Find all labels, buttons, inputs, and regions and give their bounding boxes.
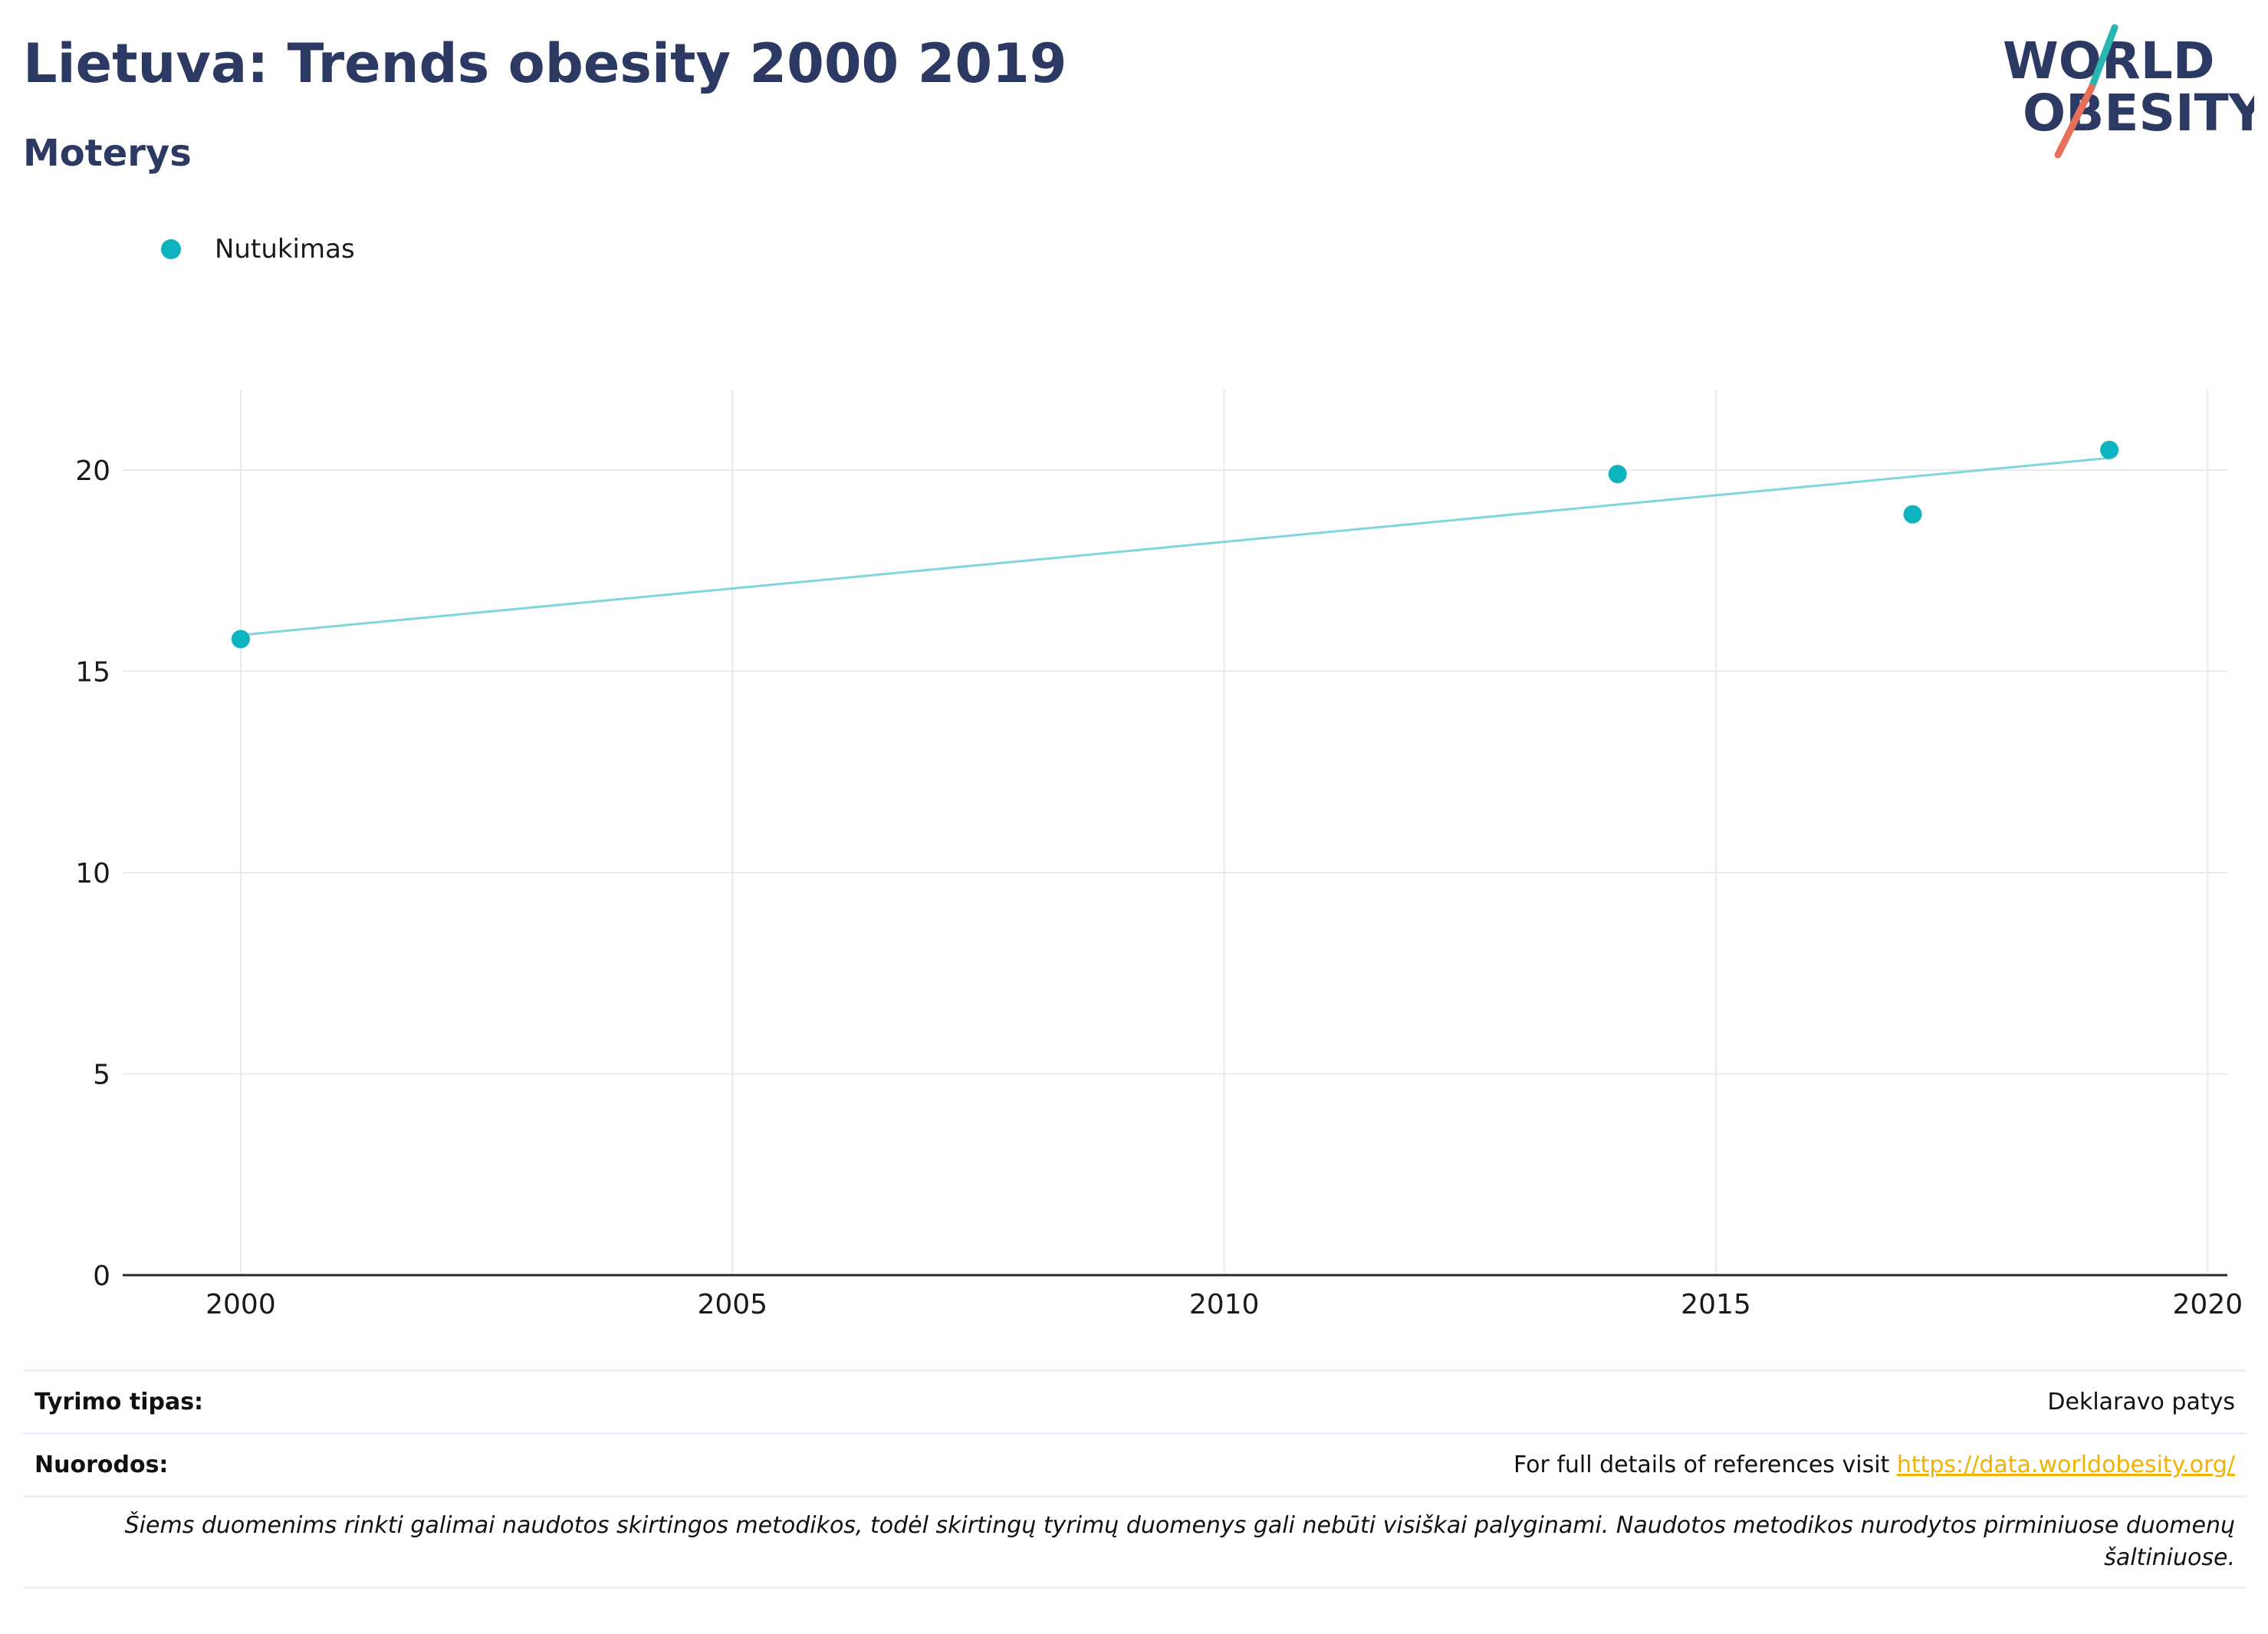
- references-link[interactable]: https://data.worldobesity.org/: [1896, 1452, 2235, 1478]
- y-tick-label: 5: [93, 1060, 110, 1091]
- survey-type-row: Tyrimo tipas: Deklaravo patys: [23, 1369, 2247, 1432]
- data-point: [1903, 505, 1922, 524]
- logo-slash-red: [2054, 84, 2095, 159]
- y-tick-label: 0: [93, 1261, 110, 1292]
- trendline: [240, 456, 2110, 636]
- x-tick-label: 2000: [205, 1289, 276, 1320]
- data-point: [2100, 440, 2119, 459]
- survey-type-value: Deklaravo patys: [2047, 1389, 2235, 1415]
- x-tick-label: 2020: [2173, 1289, 2243, 1320]
- y-tick-label: 10: [75, 858, 110, 889]
- y-tick-label: 20: [75, 455, 110, 487]
- legend-label: Nutukimas: [215, 234, 355, 265]
- references-text: For full details of references visit: [1513, 1452, 1890, 1478]
- data-point: [231, 630, 250, 649]
- x-tick-label: 2015: [1681, 1289, 1751, 1320]
- logo-slash-teal: [2088, 24, 2118, 91]
- y-tick-label: 15: [75, 657, 110, 689]
- footer-table: Tyrimo tipas: Deklaravo patys Nuorodos: …: [23, 1369, 2247, 1589]
- data-point: [1608, 465, 1627, 484]
- references-value: For full details of references visit htt…: [1514, 1452, 2235, 1478]
- references-row: Nuorodos: For full details of references…: [23, 1432, 2247, 1495]
- chart-plot: 0 5 10 15 20 2000 2005 2010 2015 2020: [75, 390, 2243, 1320]
- chart-title: Lietuva: Trends obesity 2000 2019: [23, 32, 1067, 95]
- logo-word-2: OBESITY: [2023, 84, 2254, 143]
- methodology-note: Šiems duomenims rinkti galimai naudotos …: [23, 1495, 2247, 1589]
- legend[interactable]: Nutukimas: [161, 230, 355, 268]
- x-tick-label: 2005: [697, 1289, 768, 1320]
- legend-marker: [161, 239, 181, 259]
- world-obesity-logo: WORLD OBESITY: [2003, 24, 2254, 159]
- survey-type-label: Tyrimo tipas:: [35, 1389, 204, 1415]
- references-label: Nuorodos:: [35, 1452, 169, 1478]
- x-tick-label: 2010: [1189, 1289, 1260, 1320]
- chart-subtitle: Moterys: [23, 132, 192, 175]
